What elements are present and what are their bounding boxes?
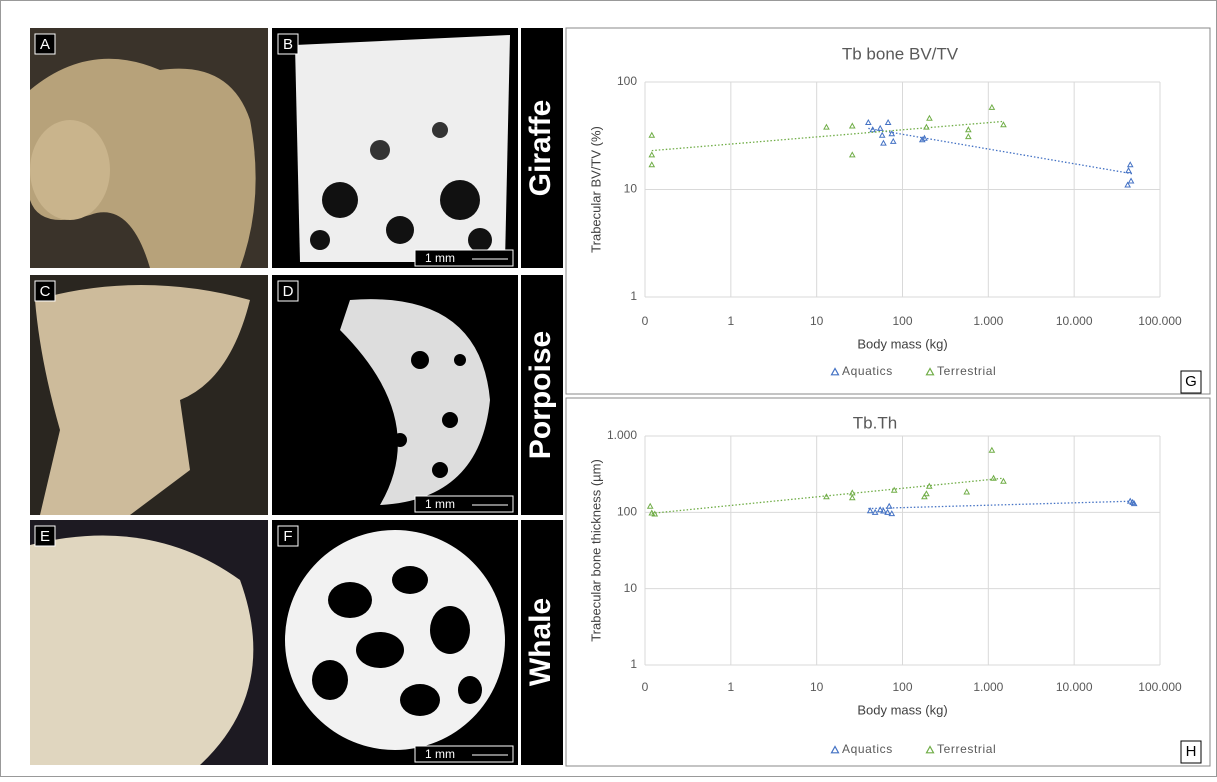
x-tick-label: 100 <box>892 680 912 694</box>
figure: A B C D E F 1 mm 1 mm 1 mm Giraffe Porpo… <box>0 0 1217 777</box>
x-tick-label: 100.000 <box>1138 314 1182 328</box>
x-tick-label: 10 <box>810 314 824 328</box>
x-tick-label: 1 <box>727 680 734 694</box>
y-tick-label: 1 <box>630 657 637 671</box>
x-tick-label: 10.000 <box>1056 680 1093 694</box>
row-labels: Giraffe Porpoise Whale <box>521 28 563 765</box>
chart-title: Tb bone BV/TV <box>842 44 959 63</box>
row-label: Porpoise <box>524 331 557 459</box>
x-tick-label: 10.000 <box>1056 314 1093 328</box>
photos <box>30 28 518 765</box>
panel-label: C <box>40 283 51 300</box>
panel-label: B <box>283 36 293 53</box>
y-tick-label: 1.000 <box>607 428 637 442</box>
x-tick-label: 10 <box>810 680 824 694</box>
x-tick-label: 0 <box>642 680 649 694</box>
y-axis-title: Trabecular bone thickness (µm) <box>588 459 603 642</box>
legend-label: Terrestrial <box>937 742 996 756</box>
x-tick-label: 1.000 <box>973 314 1003 328</box>
panel-label: E <box>40 528 50 545</box>
x-axis-title: Body mass (kg) <box>857 336 947 351</box>
legend-label: Aquatics <box>842 364 893 378</box>
legend-label: Aquatics <box>842 742 893 756</box>
scale-bar-label: 1 mm <box>425 497 455 511</box>
panel-label: H <box>1186 743 1197 760</box>
scale-bar-label: 1 mm <box>425 747 455 761</box>
x-tick-label: 1.000 <box>973 680 1003 694</box>
row-label: Giraffe <box>524 100 557 197</box>
y-tick-label: 10 <box>624 182 638 196</box>
y-axis-title: Trabecular BV/TV (%) <box>588 126 603 253</box>
x-axis-title: Body mass (kg) <box>857 702 947 717</box>
panel-label: A <box>40 36 50 53</box>
legend-label: Terrestrial <box>937 364 996 378</box>
x-tick-label: 0 <box>642 314 649 328</box>
y-tick-label: 100 <box>617 505 637 519</box>
x-tick-label: 1 <box>727 314 734 328</box>
x-tick-label: 100.000 <box>1138 680 1182 694</box>
y-tick-label: 100 <box>617 74 637 88</box>
y-tick-label: 1 <box>630 289 637 303</box>
chart-title: Tb.Th <box>853 413 897 432</box>
panel-label: G <box>1185 373 1197 390</box>
y-tick-label: 10 <box>624 581 638 595</box>
x-tick-label: 100 <box>892 314 912 328</box>
scale-bar-label: 1 mm <box>425 251 455 265</box>
row-label: Whale <box>524 598 557 686</box>
panel-label: F <box>283 528 292 545</box>
panel-label: D <box>283 283 294 300</box>
